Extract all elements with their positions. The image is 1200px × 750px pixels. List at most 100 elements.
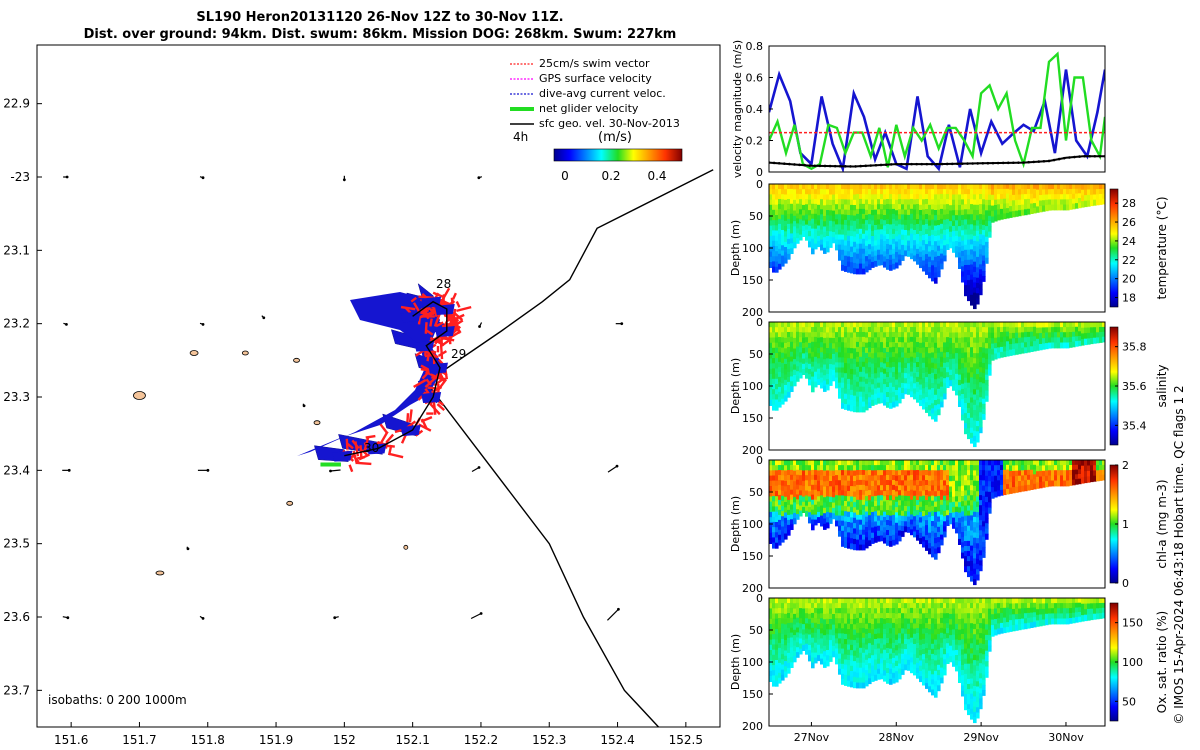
section-cell (769, 327, 773, 334)
section-cell (817, 332, 821, 339)
section-cell (865, 214, 869, 221)
section-cell (817, 486, 821, 492)
section-cell (1087, 322, 1091, 329)
section-cell (907, 526, 911, 533)
section-cell (889, 392, 893, 399)
section-cell (883, 480, 887, 487)
section-cell (775, 389, 779, 396)
section-cell (817, 624, 821, 630)
section-cell (847, 389, 851, 396)
section-cell (793, 375, 797, 382)
section-cell (862, 465, 866, 471)
section-cell (961, 526, 965, 533)
section-cell (898, 224, 902, 231)
section-cell (922, 219, 926, 226)
section-cell (895, 358, 899, 365)
section-cell (787, 603, 791, 609)
section-cell (856, 489, 860, 496)
section-cell (901, 387, 905, 394)
section-cell (976, 348, 980, 354)
section-cell (1075, 322, 1079, 328)
section-cell (985, 460, 989, 467)
section-cell (916, 229, 920, 235)
section-cell (973, 240, 977, 247)
section-cell (1003, 198, 1007, 205)
section-cell (790, 184, 794, 190)
section-cell (841, 239, 845, 246)
section-cell (781, 516, 785, 523)
section-cell (772, 184, 776, 190)
section-cell (913, 465, 917, 471)
section-cell (829, 634, 833, 641)
section-cell (814, 218, 818, 225)
section-cell (1087, 200, 1091, 207)
section-cell (886, 219, 890, 225)
section-cell (979, 387, 983, 393)
section-cell (1078, 326, 1082, 333)
section-cell (946, 485, 950, 491)
section-cell (886, 510, 890, 516)
section-cell (916, 224, 920, 230)
section-cell (814, 504, 818, 511)
section-cell (850, 204, 854, 211)
section-cell (853, 236, 857, 243)
section-cell (880, 357, 884, 363)
section-cell (823, 322, 827, 329)
section-cell (955, 337, 959, 344)
section-cell (829, 348, 833, 355)
section-cell (817, 184, 821, 190)
section-cell (832, 603, 836, 610)
section-cell (964, 184, 968, 190)
section-cell (1093, 194, 1097, 201)
section-cell (928, 215, 932, 222)
section-cell (955, 251, 959, 258)
section-cell (775, 373, 779, 380)
section-cell (1072, 464, 1076, 471)
section-cell (1045, 460, 1049, 467)
section-cell (826, 608, 830, 615)
section-cell (964, 189, 968, 195)
section-cell (865, 383, 869, 390)
section-cell (808, 512, 812, 519)
section-cell (841, 510, 845, 517)
section-cell (1096, 470, 1100, 477)
section-cell (985, 226, 989, 233)
section-cell (784, 189, 788, 196)
section-cell (898, 214, 902, 220)
section-cell (808, 322, 812, 328)
section-cell (868, 259, 872, 266)
section-cell (910, 322, 914, 328)
section-cell (991, 200, 995, 207)
section-cell (844, 250, 848, 257)
section-cell (970, 432, 974, 439)
geo-velocity-point (884, 163, 888, 166)
section-cell (901, 505, 905, 512)
section-cell (940, 351, 944, 358)
section-cell (775, 358, 779, 365)
section-cell (898, 387, 902, 394)
section-cell (775, 347, 779, 354)
section-cell (1000, 194, 1004, 200)
section-cell (817, 225, 821, 232)
section-cell (856, 386, 860, 393)
section-cell (847, 603, 851, 610)
section-cell (814, 233, 818, 240)
section-cell (880, 490, 884, 496)
section-cell (1063, 322, 1067, 328)
section-cell (790, 331, 794, 338)
section-cell (910, 253, 914, 260)
section-cell (919, 246, 923, 253)
section-cell (793, 613, 797, 620)
section-cell (802, 337, 806, 344)
section-cell (871, 337, 875, 344)
section-cell (787, 381, 791, 388)
section-cell (793, 231, 797, 238)
section-cell (772, 680, 776, 687)
section-cell (982, 495, 986, 502)
section-cell (967, 392, 971, 399)
section-cell (934, 215, 938, 222)
section-cell (850, 332, 854, 339)
section-cell (931, 515, 935, 522)
section-cell (901, 189, 905, 195)
section-cell (781, 219, 785, 226)
